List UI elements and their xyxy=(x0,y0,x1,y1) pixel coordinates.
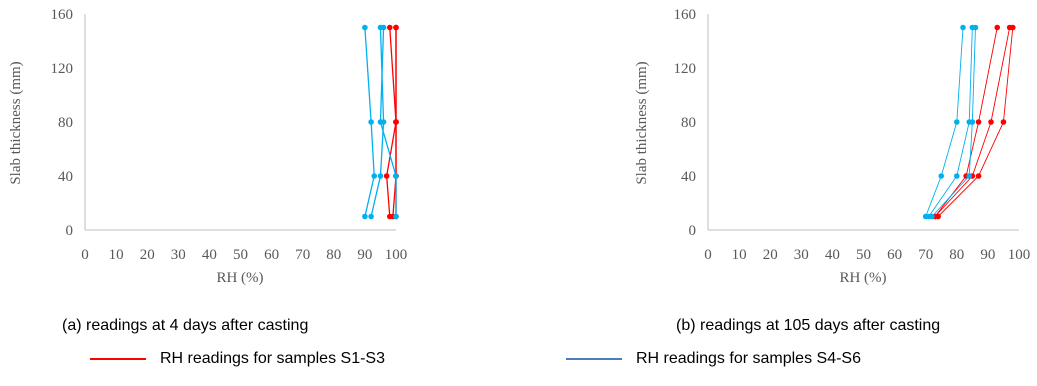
series-point-blue xyxy=(368,213,374,220)
x-tick-label: 50 xyxy=(856,247,871,263)
series-point-blue xyxy=(362,24,368,31)
x-axis-label: RH (%) xyxy=(216,270,263,286)
x-tick-label: 90 xyxy=(357,247,372,263)
series-point-blue xyxy=(954,119,960,125)
legend-swatch-blue xyxy=(566,358,622,360)
series-point-blue xyxy=(362,213,368,220)
x-tick-label: 30 xyxy=(794,247,809,263)
x-tick-label: 30 xyxy=(171,247,186,263)
x-tick-label: 100 xyxy=(1008,247,1031,263)
series-point-red xyxy=(975,119,982,125)
y-tick-label: 0 xyxy=(66,223,74,239)
series-point-blue xyxy=(966,173,973,179)
series-point-red xyxy=(988,119,994,125)
series-point-red xyxy=(975,173,982,179)
chart-b-105-days: 0 10 20 30 40 50 60 70 80 90 100 0 40 80 120 160 RH (%) S… xyxy=(634,7,1030,286)
series-line-red-1 xyxy=(934,27,1011,217)
y-tick-label: 0 xyxy=(689,223,697,239)
x-tick-label: 80 xyxy=(326,247,341,263)
series-point-red xyxy=(1000,119,1007,125)
series-point-blue xyxy=(972,24,979,31)
y-tick-label: 80 xyxy=(681,115,696,131)
series-line-blue-5 xyxy=(379,27,397,217)
series-line-red-0 xyxy=(386,27,397,217)
x-tick-label: 10 xyxy=(109,247,124,263)
series-point-blue xyxy=(368,119,374,125)
x-tick-label: 40 xyxy=(202,247,217,263)
x-tick-label: 20 xyxy=(763,247,778,263)
y-axis-label: Slab thickness (mm) xyxy=(8,61,24,184)
series-point-blue xyxy=(929,213,935,220)
series-point-blue xyxy=(377,119,384,125)
series-point-blue xyxy=(377,173,384,179)
series-point-red xyxy=(393,119,399,125)
x-tick-label: 70 xyxy=(295,247,310,263)
x-tick-label: 20 xyxy=(140,247,155,263)
series-point-red xyxy=(1009,24,1016,31)
series-point-blue xyxy=(393,173,399,179)
y-tick-label: 40 xyxy=(681,169,696,185)
series-line-blue-5 xyxy=(931,27,976,217)
series-point-blue xyxy=(969,119,976,125)
x-tick-label: 80 xyxy=(949,247,964,263)
chart-a-4-days: 0 10 20 30 40 50 60 70 80 90 100 0 40 80 120 160 RH (%) S… xyxy=(8,7,407,286)
x-tick-label: 90 xyxy=(980,247,995,263)
y-tick-label: 120 xyxy=(674,61,697,77)
series-point-red xyxy=(935,213,941,220)
series-line-red-2 xyxy=(937,27,1014,217)
x-axis-label: RH (%) xyxy=(839,270,886,286)
series-line-blue-3 xyxy=(925,27,964,217)
legend-label-red: RH readings for samples S1-S3 xyxy=(160,350,385,367)
series-point-red xyxy=(994,24,1001,31)
series-point-blue xyxy=(380,24,387,31)
caption-b: (b) readings at 105 days after casting xyxy=(676,317,941,334)
x-tick-label: 50 xyxy=(233,247,248,263)
legend-label-blue: RH readings for samples S4-S6 xyxy=(636,350,861,367)
x-tick-label: 100 xyxy=(385,247,408,263)
y-tick-label: 160 xyxy=(674,7,697,23)
y-tick-label: 80 xyxy=(58,115,73,131)
series-point-blue xyxy=(371,173,378,179)
caption-a: (a) readings at 4 days after casting xyxy=(62,317,309,334)
x-tick-label: 0 xyxy=(704,247,712,263)
series-line-blue-3 xyxy=(364,27,375,217)
y-tick-label: 160 xyxy=(51,7,74,23)
series-point-blue xyxy=(393,213,399,220)
y-axis-label: Slab thickness (mm) xyxy=(634,61,650,184)
x-tick-label: 0 xyxy=(81,247,89,263)
x-tick-label: 10 xyxy=(732,247,747,263)
x-tick-label: 60 xyxy=(887,247,902,263)
series-point-red xyxy=(393,24,399,31)
x-tick-label: 70 xyxy=(918,247,933,263)
series-point-red xyxy=(386,24,393,31)
series-line-blue-4 xyxy=(928,27,973,217)
series-point-blue xyxy=(954,173,960,179)
legend-item-red: RH readings for samples S1-S3 xyxy=(90,350,385,368)
legend-item-blue: RH readings for samples S4-S6 xyxy=(566,350,861,368)
y-tick-label: 120 xyxy=(51,61,74,77)
series-point-blue xyxy=(938,173,945,179)
x-tick-label: 60 xyxy=(264,247,279,263)
y-tick-label: 40 xyxy=(58,169,73,185)
legend-swatch-red xyxy=(90,358,146,360)
series-point-red xyxy=(383,173,390,179)
series-point-blue xyxy=(960,24,966,31)
x-tick-label: 40 xyxy=(825,247,840,263)
